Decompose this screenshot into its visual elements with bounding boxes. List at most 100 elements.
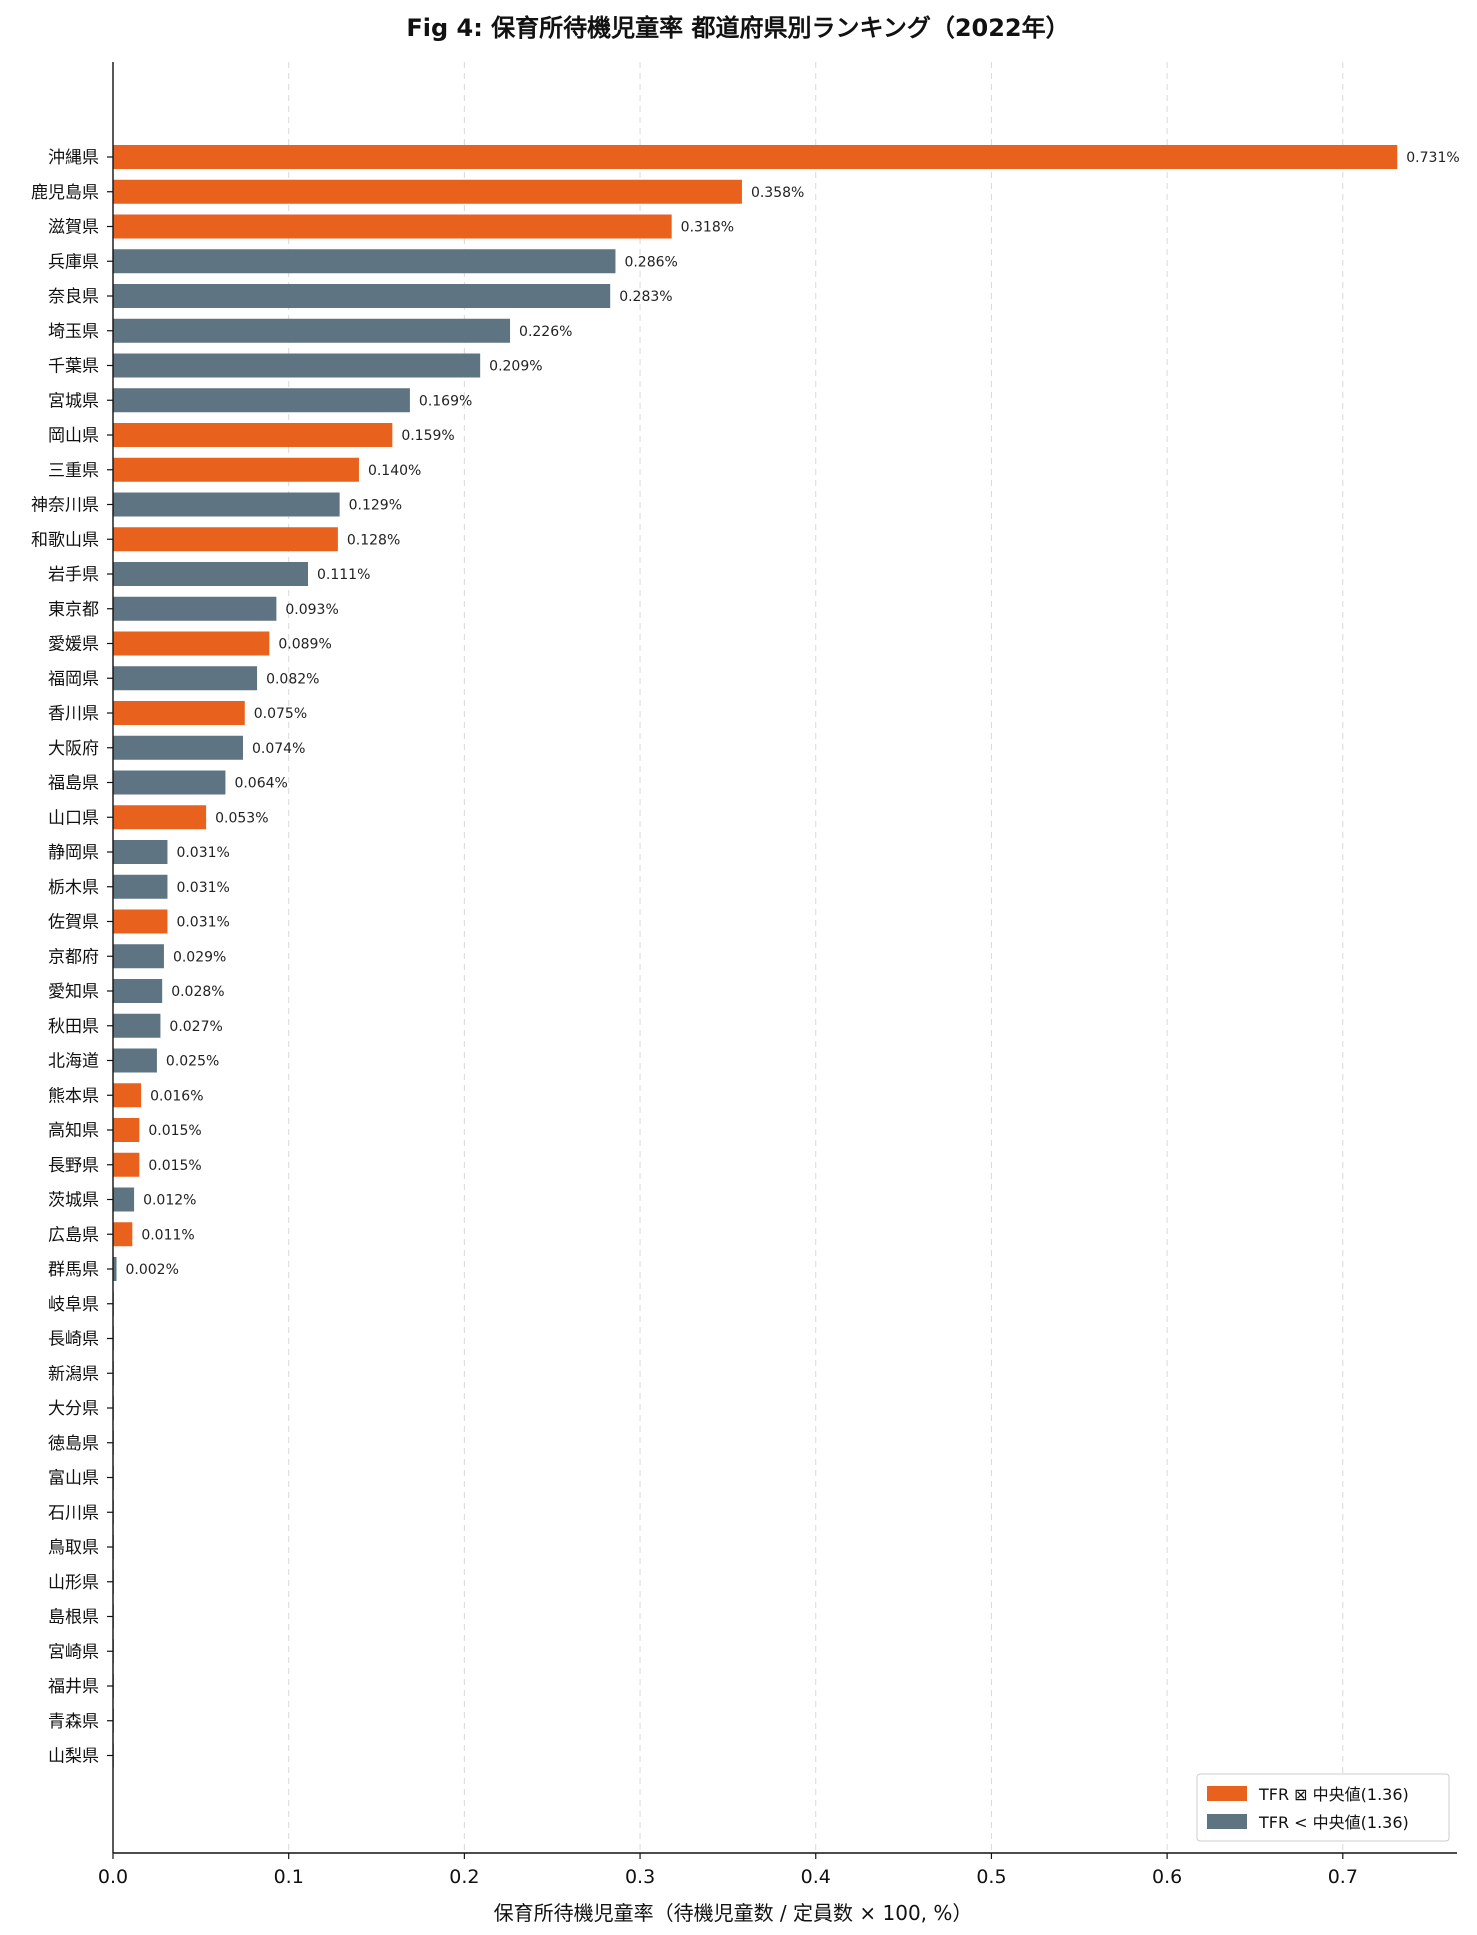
value-label: 0.053% [215, 810, 268, 826]
bar [113, 1013, 161, 1038]
bar [113, 318, 511, 343]
category-label: 福岡県 [48, 669, 99, 689]
category-label: 群馬県 [48, 1260, 99, 1280]
bar [113, 145, 1398, 169]
category-label: 埼玉県 [48, 322, 99, 342]
category-label: 宮城県 [48, 391, 99, 411]
value-label: 0.089% [278, 637, 331, 653]
category-label: 東京都 [48, 600, 99, 620]
x-tick-labels: 0.0 0.1 0.2 0.3 0.4 0.5 0.6 0.7 [98, 1866, 1358, 1888]
category-label: 奈良県 [48, 287, 99, 307]
x-tick-label: 0.7 [1328, 1866, 1358, 1888]
category-label: 静岡県 [48, 843, 99, 863]
bar [113, 666, 258, 691]
category-label: 福島県 [48, 774, 99, 794]
category-label: 宮崎県 [48, 1642, 99, 1662]
bar [113, 457, 359, 482]
legend-swatch [1207, 1786, 1247, 1801]
value-label: 0.128% [347, 532, 400, 548]
category-label: 愛知県 [48, 982, 99, 1002]
bar [113, 1152, 140, 1177]
category-label: 神奈川県 [31, 496, 99, 516]
bar [113, 909, 168, 934]
value-labels: 0.731% 0.358% 0.318% 0.286% 0.283% 0.226% 0.20… [126, 150, 1460, 1278]
value-label: 0.226% [519, 324, 572, 340]
bar [113, 631, 270, 656]
value-label: 0.031% [176, 915, 229, 931]
category-label: 和歌山県 [31, 530, 99, 550]
legend: TFR ⊠ 中央値(1.36) TFR < 中央値(1.36) [1196, 1773, 1450, 1842]
x-tick-label: 0.5 [976, 1866, 1006, 1888]
bar [113, 214, 672, 239]
category-label: 香川県 [48, 704, 99, 724]
x-tick-label: 0.3 [625, 1866, 655, 1888]
value-label: 0.286% [624, 254, 677, 270]
value-label: 0.140% [368, 463, 421, 479]
category-label: 熊本県 [48, 1086, 99, 1106]
category-label: 岩手県 [48, 565, 99, 585]
bar [113, 874, 168, 899]
category-label: 長野県 [48, 1156, 99, 1176]
value-label: 0.074% [252, 741, 305, 757]
category-label: 兵庫県 [48, 252, 99, 272]
value-label: 0.283% [619, 289, 672, 305]
category-label: 富山県 [48, 1469, 99, 1489]
legend-label: TFR < 中央値(1.36) [1258, 1813, 1409, 1832]
category-label: 愛媛県 [48, 635, 99, 655]
x-tick-label: 0.1 [274, 1866, 304, 1888]
category-label: 大阪府 [48, 739, 99, 759]
bar [113, 770, 226, 795]
value-label: 0.027% [169, 1019, 222, 1035]
value-label: 0.159% [401, 428, 454, 444]
category-label: 千葉県 [48, 357, 99, 377]
value-label: 0.318% [681, 220, 734, 236]
category-label: 北海道 [48, 1052, 99, 1072]
category-label: 沖縄県 [48, 148, 99, 168]
bar [113, 179, 742, 204]
category-label: 岡山県 [48, 426, 99, 446]
category-label: 徳島県 [48, 1434, 99, 1454]
category-label: 鳥取県 [48, 1538, 99, 1558]
x-tick-label: 0.4 [801, 1866, 831, 1888]
category-label: 長崎県 [48, 1330, 99, 1350]
value-label: 0.731% [1406, 150, 1459, 166]
value-label: 0.002% [126, 1262, 179, 1278]
value-label: 0.011% [141, 1227, 194, 1243]
x-tick-label: 0.2 [449, 1866, 479, 1888]
value-label: 0.031% [176, 845, 229, 861]
category-label: 鹿児島県 [31, 183, 99, 203]
bar [113, 1083, 142, 1108]
category-label: 高知県 [48, 1121, 99, 1141]
bar [113, 1048, 157, 1073]
bar [113, 423, 393, 447]
category-label: 島根県 [48, 1608, 99, 1628]
bar [113, 492, 340, 517]
category-label: 福井県 [48, 1677, 99, 1697]
category-label: 広島県 [48, 1225, 99, 1245]
value-label: 0.209% [489, 359, 542, 375]
bar [113, 249, 616, 274]
value-label: 0.012% [143, 1193, 196, 1209]
bar [113, 562, 309, 586]
axes [107, 62, 1457, 1859]
bar [113, 735, 244, 760]
bar [113, 284, 611, 308]
legend-label: TFR ⊠ 中央値(1.36) [1258, 1785, 1409, 1804]
bar [113, 944, 164, 969]
value-label: 0.082% [266, 671, 319, 687]
chart-title: Fig 4: 保育所待機児童率 都道府県別ランキング（2022年） [406, 14, 1069, 42]
category-label: 三重県 [48, 461, 99, 481]
category-label: 京都府 [48, 947, 99, 967]
value-label: 0.064% [234, 776, 287, 792]
category-label: 青森県 [48, 1712, 99, 1732]
value-label: 0.016% [150, 1088, 203, 1104]
value-label: 0.015% [148, 1123, 201, 1139]
bar [113, 1187, 135, 1212]
category-label: 栃木県 [48, 878, 99, 898]
bars [113, 145, 1398, 1768]
category-label: 山口県 [48, 808, 99, 828]
bar [113, 388, 410, 413]
bar [113, 1222, 133, 1247]
bar [113, 596, 277, 621]
category-label: 岐阜県 [48, 1295, 99, 1315]
